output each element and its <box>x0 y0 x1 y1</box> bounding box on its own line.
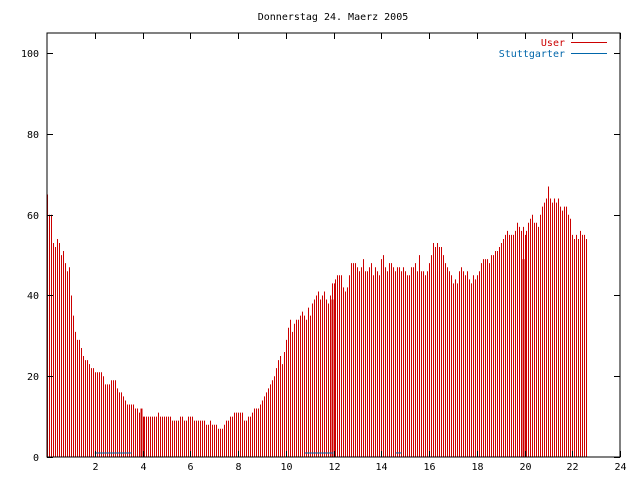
y-tick-label: 60 <box>27 211 39 222</box>
legend-label-stuttgarter: Stuttgarter <box>499 49 565 60</box>
y-tick-label: 0 <box>33 453 39 464</box>
y-tick-label: 100 <box>21 49 39 60</box>
chart-title: Donnerstag 24. Maerz 2005 <box>258 12 409 23</box>
x-tick-label: 8 <box>235 462 241 473</box>
y-tick-label: 40 <box>27 291 39 302</box>
x-tick-label: 6 <box>187 462 193 473</box>
x-tick-label: 12 <box>328 462 340 473</box>
user-bars <box>47 186 587 457</box>
x-tick-label: 22 <box>566 462 578 473</box>
x-tick-label: 20 <box>519 462 531 473</box>
x-tick-label: 18 <box>471 462 483 473</box>
highlight-bars <box>140 259 525 457</box>
legend: User Stuttgarter <box>499 38 607 60</box>
legend-label-user: User <box>541 38 565 49</box>
y-tick-label: 20 <box>27 372 39 383</box>
x-tick-label: 4 <box>140 462 146 473</box>
x-axis: 2 4 6 8 10 12 14 16 18 20 22 24 <box>92 33 627 473</box>
x-tick-label: 24 <box>614 462 626 473</box>
y-axis: 0 20 40 60 80 100 <box>21 49 620 464</box>
y-tick-label: 80 <box>27 130 39 141</box>
x-tick-label: 2 <box>92 462 98 473</box>
plot-frame <box>46 32 621 458</box>
x-tick-label: 10 <box>280 462 292 473</box>
x-tick-label: 14 <box>375 462 387 473</box>
x-tick-label: 16 <box>423 462 435 473</box>
